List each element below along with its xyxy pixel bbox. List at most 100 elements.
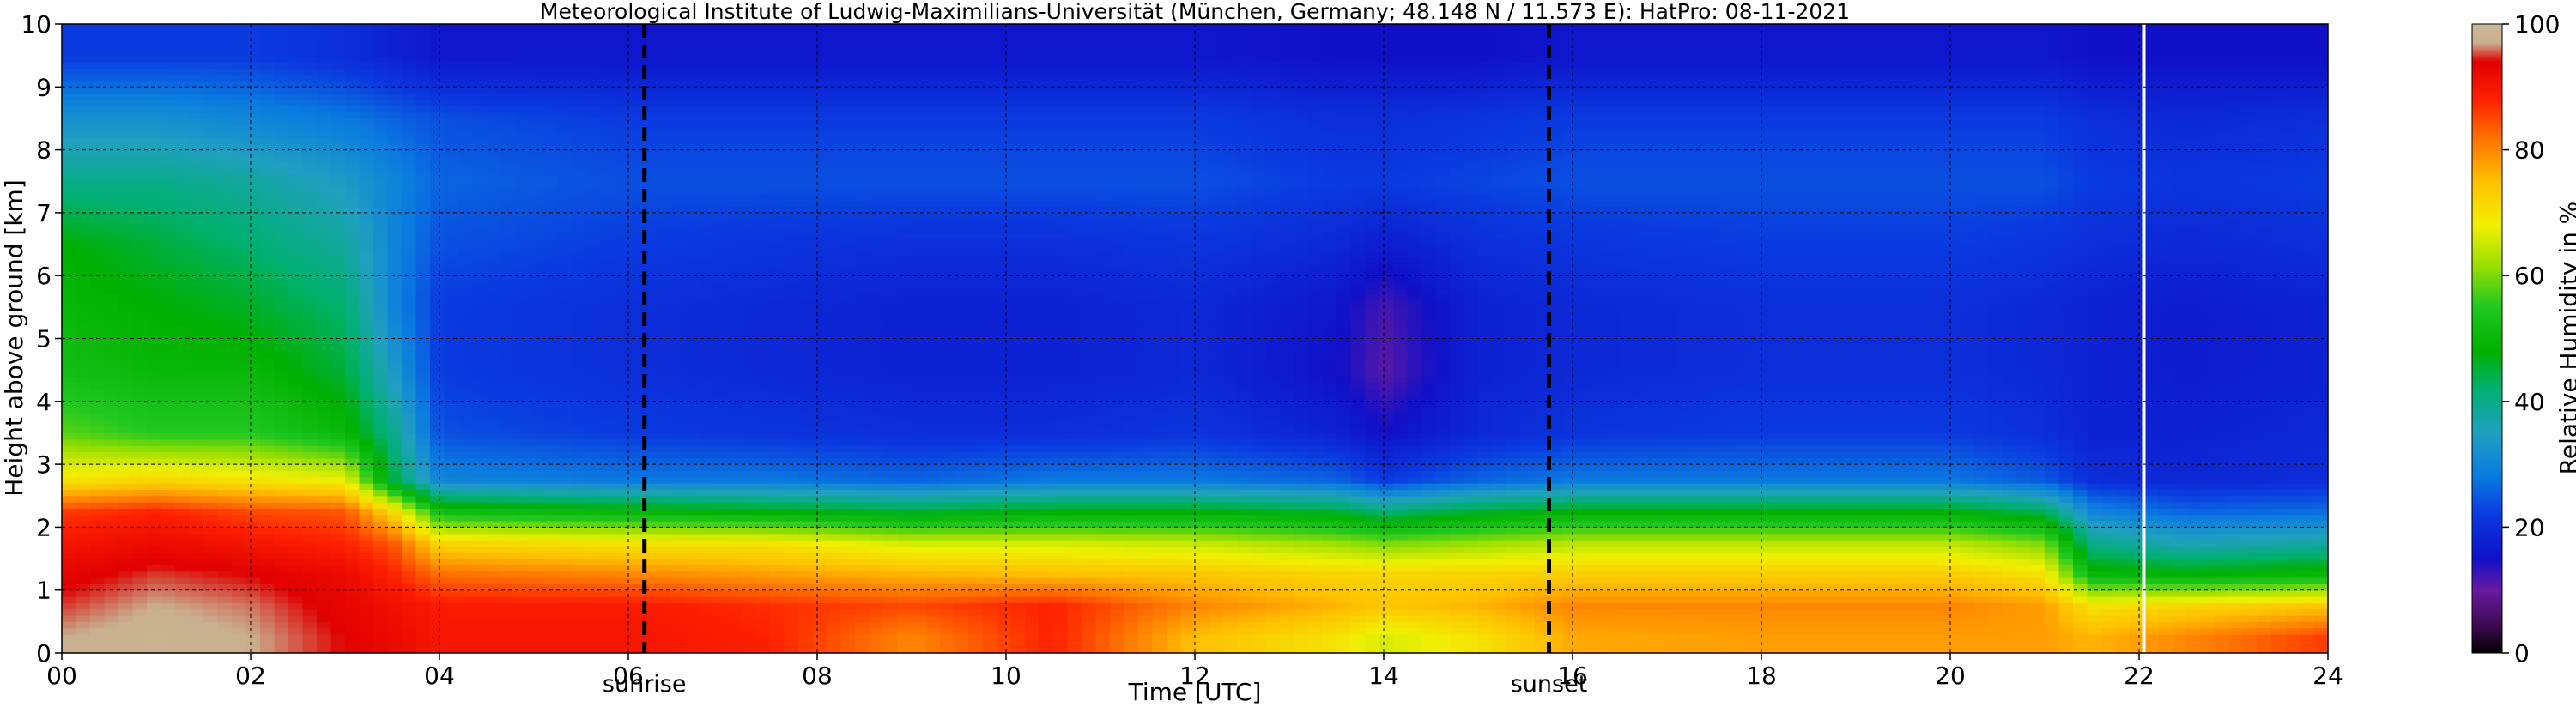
heat-cell	[62, 136, 77, 144]
heat-cell	[755, 451, 771, 459]
heat-cell	[415, 527, 431, 535]
heat-cell	[175, 193, 191, 201]
heat-cell	[330, 225, 346, 233]
heat-cell	[373, 495, 389, 503]
heat-cell	[685, 130, 700, 138]
heat-cell	[90, 313, 106, 321]
heat-cell	[345, 74, 361, 82]
heat-cell	[557, 420, 573, 427]
heat-cell	[444, 55, 459, 63]
heat-cell	[685, 238, 700, 245]
heat-cell	[727, 80, 742, 88]
heat-cell	[742, 306, 757, 314]
heat-cell	[373, 540, 389, 547]
heat-cell	[104, 287, 119, 295]
heat-cell	[727, 470, 742, 478]
heat-cell	[232, 118, 247, 125]
heat-cell	[600, 382, 615, 390]
heat-cell	[529, 306, 544, 314]
heat-cell	[727, 508, 742, 516]
heat-cell	[699, 187, 714, 195]
heat-cell	[572, 451, 587, 459]
heat-cell	[274, 36, 289, 44]
heat-cell	[147, 332, 162, 340]
heat-cell	[62, 527, 77, 535]
heat-cell	[642, 640, 658, 648]
heat-cell	[642, 55, 658, 63]
heat-cell	[175, 287, 191, 295]
heat-cell	[62, 149, 77, 157]
heat-cell	[260, 351, 276, 359]
heat-cell	[600, 615, 615, 622]
heat-cell	[444, 200, 459, 208]
heat-cell	[373, 420, 389, 427]
heat-cell	[260, 589, 276, 597]
heat-cell	[345, 200, 361, 208]
heat-cell	[317, 231, 332, 239]
heat-cell	[458, 533, 474, 541]
heat-cell	[330, 74, 346, 82]
heat-cell	[713, 615, 729, 622]
heat-cell	[515, 344, 530, 352]
heat-cell	[430, 263, 445, 270]
heat-cell	[76, 420, 91, 427]
heat-cell	[62, 438, 77, 446]
heat-cell	[685, 457, 700, 465]
heat-cell	[600, 608, 615, 616]
heat-cell	[245, 174, 261, 182]
heat-cell	[628, 382, 644, 390]
heat-cell	[76, 168, 91, 176]
heat-cell	[387, 281, 403, 289]
heat-cell	[472, 533, 488, 541]
heat-cell	[472, 257, 488, 264]
heat-cell	[359, 552, 374, 559]
heat-cell	[472, 61, 488, 69]
heat-cell	[670, 351, 686, 359]
heat-cell	[713, 174, 729, 182]
heat-cell	[614, 476, 629, 484]
heat-cell	[288, 627, 304, 635]
heat-cell	[373, 168, 389, 176]
heat-cell	[189, 68, 204, 76]
heat-cell	[359, 36, 374, 44]
heat-cell	[415, 74, 431, 82]
heat-cell	[302, 357, 318, 365]
heat-cell	[345, 130, 361, 138]
heat-cell	[557, 124, 573, 132]
heat-cell	[373, 68, 389, 76]
heat-cell	[727, 559, 742, 565]
heat-cell	[500, 118, 516, 125]
heat-cell	[699, 508, 714, 516]
heat-cell	[670, 93, 686, 100]
heat-cell	[260, 621, 276, 629]
heat-cell	[232, 602, 247, 610]
heat-cell	[132, 162, 148, 170]
heat-cell	[175, 306, 191, 314]
heat-cell	[118, 344, 134, 352]
heat-cell	[76, 250, 91, 257]
heat-cell	[713, 438, 729, 446]
heat-cell	[345, 313, 361, 321]
heat-cell	[500, 363, 516, 371]
heat-cell	[359, 583, 374, 591]
heat-cell	[572, 149, 587, 157]
heat-cell	[345, 244, 361, 251]
heat-cell	[487, 426, 502, 434]
heat-cell	[217, 319, 233, 327]
heat-cell	[529, 155, 544, 163]
heat-cell	[345, 112, 361, 119]
heat-cell	[387, 621, 403, 629]
heat-cell	[90, 80, 106, 88]
heat-cell	[585, 376, 601, 384]
heat-cell	[203, 187, 219, 195]
heat-cell	[742, 99, 757, 106]
heat-cell	[742, 546, 757, 553]
heat-cell	[430, 338, 445, 346]
heat-cell	[614, 225, 629, 233]
heat-cell	[600, 244, 615, 251]
heat-cell	[415, 30, 431, 38]
heat-cell	[600, 93, 615, 100]
heat-cell	[600, 621, 615, 629]
heat-cell	[317, 168, 332, 176]
heat-cell	[458, 130, 474, 138]
